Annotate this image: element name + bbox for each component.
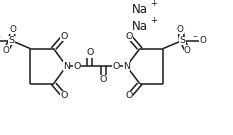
Text: S: S (8, 36, 14, 45)
Text: Na: Na (132, 21, 148, 33)
Text: Na: Na (132, 3, 148, 16)
Text: O: O (86, 48, 93, 57)
Text: O: O (3, 46, 10, 55)
Text: O: O (99, 75, 107, 84)
Text: S: S (179, 36, 185, 45)
Text: O: O (177, 25, 184, 34)
Text: −: − (193, 34, 198, 39)
Text: O: O (73, 62, 81, 71)
Text: +: + (150, 0, 157, 8)
Text: N: N (63, 62, 70, 71)
Text: O: O (126, 91, 133, 100)
Text: O: O (126, 32, 133, 41)
Text: O: O (60, 32, 68, 41)
Text: O: O (60, 91, 68, 100)
Text: O: O (10, 25, 17, 34)
Text: +: + (150, 16, 157, 25)
Text: O: O (112, 62, 120, 71)
Text: O: O (200, 36, 207, 45)
Text: N: N (123, 62, 130, 71)
Text: O: O (184, 46, 191, 55)
